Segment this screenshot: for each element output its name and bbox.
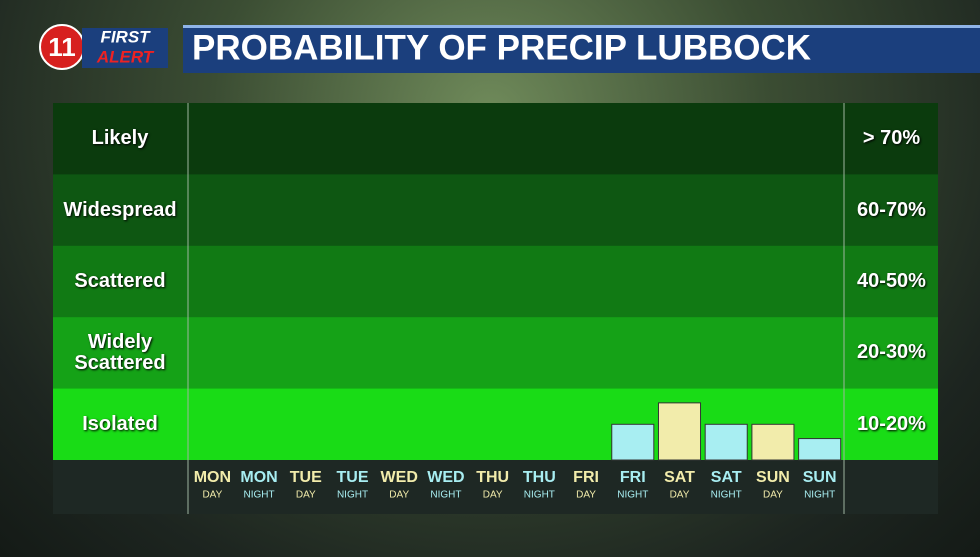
x-tick-period: DAY <box>763 490 783 501</box>
x-tick-day: THU <box>476 469 509 486</box>
x-tick-day: FRI <box>620 469 646 486</box>
x-tick-period: NIGHT <box>617 490 648 501</box>
band <box>53 317 938 390</box>
band-range: 10-20% <box>857 412 926 435</box>
x-tick-day: WED <box>427 469 464 486</box>
x-tick-day: SAT <box>711 469 742 486</box>
logo-line2: ALERT <box>96 47 155 66</box>
x-tick-day: TUE <box>337 469 369 486</box>
band-name: Likely <box>91 127 149 150</box>
x-tick-period: NIGHT <box>244 490 275 501</box>
x-tick-day: MON <box>240 469 277 486</box>
bar <box>798 438 842 461</box>
title-banner-edge <box>183 25 980 28</box>
x-tick-period: NIGHT <box>524 490 555 501</box>
title-banner <box>183 25 980 73</box>
band-name: Isolated <box>82 412 158 435</box>
x-tick-day: TUE <box>290 469 322 486</box>
band-range: 40-50% <box>857 269 926 292</box>
band-name: Widely Scattered <box>74 330 166 374</box>
x-tick-period: DAY <box>576 490 596 501</box>
x-tick-period: NIGHT <box>711 490 742 501</box>
bar <box>751 423 795 461</box>
x-tick-period: NIGHT <box>430 490 461 501</box>
band-name: Scattered <box>74 269 166 292</box>
band-range: 20-30% <box>857 341 926 364</box>
x-tick-period: NIGHT <box>337 490 368 501</box>
x-tick-period: NIGHT <box>804 490 835 501</box>
logo-line1: FIRST <box>100 27 151 46</box>
band <box>53 174 938 247</box>
band <box>53 103 938 175</box>
x-tick-period: DAY <box>296 490 316 501</box>
x-tick-day: SUN <box>756 469 790 486</box>
chart-title: PROBABILITY OF PRECIP LUBBOCK <box>192 28 811 67</box>
x-tick-period: DAY <box>483 490 503 501</box>
bar <box>611 423 655 461</box>
x-tick-period: DAY <box>202 490 222 501</box>
band <box>53 245 938 318</box>
x-tick-period: DAY <box>389 490 409 501</box>
x-tick-day: FRI <box>573 469 599 486</box>
bar <box>657 402 702 461</box>
x-tick-day: SAT <box>664 469 695 486</box>
x-tick-day: WED <box>381 469 418 486</box>
logo-channel: 11 <box>48 32 76 62</box>
x-tick-day: THU <box>523 469 556 486</box>
x-tick-day: MON <box>194 469 231 486</box>
band-name: Widespread <box>63 198 177 221</box>
logo-box <box>82 28 168 68</box>
band-range: 60-70% <box>857 198 926 221</box>
x-tick-day: SUN <box>803 469 837 486</box>
bar <box>704 423 748 461</box>
band-range: > 70% <box>862 127 921 150</box>
footer-row <box>53 460 938 514</box>
x-tick-period: DAY <box>670 490 690 501</box>
